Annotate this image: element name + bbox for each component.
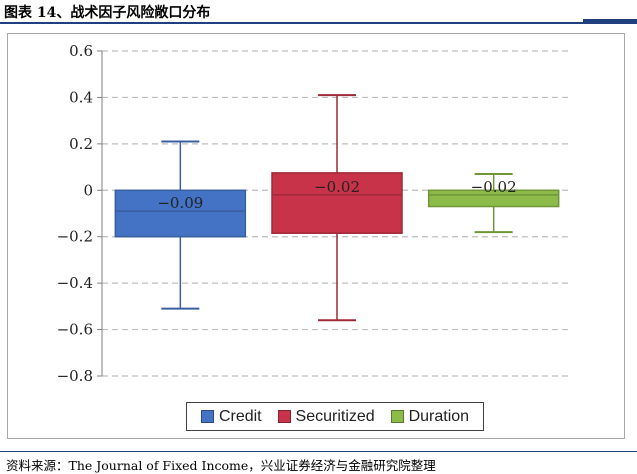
credit-median-label: −0.09 xyxy=(157,194,203,212)
legend-item-securitized: Securitized xyxy=(277,407,375,426)
title-rule-accent xyxy=(583,19,637,22)
figure-title: 图表 14、战术因子风险敞口分布 xyxy=(4,5,211,21)
source-note: 资料来源：The Journal of Fixed Income，兴业证券经济与… xyxy=(6,458,436,473)
legend-label-securitized: Securitized xyxy=(295,407,375,425)
legend-label-duration: Duration xyxy=(408,407,470,425)
y-tick-label: 0.6 xyxy=(69,42,93,60)
y-tick-label: −0.6 xyxy=(57,321,93,339)
source-rule xyxy=(0,451,637,452)
boxes: −0.09 −0.02 −0.02 xyxy=(114,94,560,322)
y-tick-label: −0.4 xyxy=(57,274,93,292)
y-axis: 0.6 0.4 0.2 0 −0.2 −0.4 −0.6 −0.8 xyxy=(57,42,103,385)
legend-swatch-credit xyxy=(200,410,214,423)
legend-label-credit: Credit xyxy=(218,407,262,425)
legend-swatch-securitized xyxy=(277,410,291,423)
y-tick-label: −0.2 xyxy=(57,228,93,246)
chart-legend: Credit Securitized Duration xyxy=(186,402,484,431)
securitized-median-label: −0.02 xyxy=(314,178,360,196)
legend-item-duration: Duration xyxy=(390,407,470,426)
y-tick-label: 0.4 xyxy=(69,88,93,106)
securitized-box xyxy=(271,172,403,234)
chart-frame xyxy=(7,33,625,439)
duration-median-label: −0.02 xyxy=(471,178,517,196)
legend-swatch-duration xyxy=(390,410,404,423)
y-tick-label: 0.2 xyxy=(69,135,93,153)
y-tick-label: 0 xyxy=(83,181,93,199)
credit-box xyxy=(114,189,247,238)
title-rule xyxy=(0,22,637,24)
y-tick-label: −0.8 xyxy=(57,367,93,385)
legend-item-credit: Credit xyxy=(200,407,262,426)
